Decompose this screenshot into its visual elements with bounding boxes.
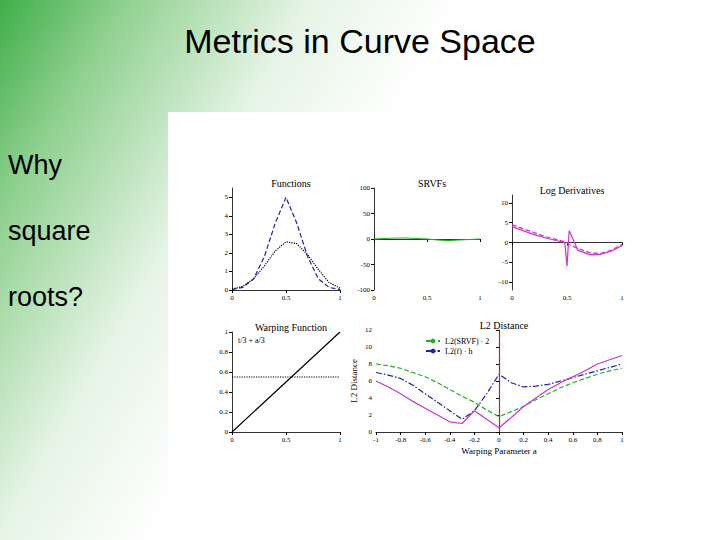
svg-text:8: 8 (369, 360, 373, 368)
svg-text:0.4: 0.4 (219, 388, 228, 396)
svg-text:10: 10 (501, 199, 509, 207)
svg-text:0.5: 0.5 (282, 294, 291, 302)
svg-text:Warping Parameter a: Warping Parameter a (461, 446, 537, 456)
svg-text:5: 5 (505, 219, 509, 227)
svg-text:2: 2 (225, 249, 229, 257)
svg-text:0.4: 0.4 (544, 436, 553, 444)
svg-text:6: 6 (369, 377, 373, 385)
svg-text:0: 0 (230, 436, 234, 444)
svg-text:4: 4 (369, 394, 373, 402)
svg-text:Log Derivatives: Log Derivatives (540, 185, 605, 196)
svg-text:-0.2: -0.2 (469, 436, 481, 444)
svg-text:12: 12 (365, 326, 373, 334)
svg-text:1: 1 (338, 436, 342, 444)
svg-text:Functions: Functions (271, 178, 311, 189)
svg-text:-5: -5 (502, 258, 508, 266)
svg-text:0.5: 0.5 (423, 294, 432, 302)
svg-text:-10: -10 (499, 278, 509, 286)
svg-text:0: 0 (497, 436, 501, 444)
svg-text:50: 50 (363, 210, 371, 218)
svg-text:0: 0 (225, 286, 229, 294)
svg-text:4: 4 (225, 212, 229, 220)
svg-text:10: 10 (365, 343, 373, 351)
svg-text:0: 0 (230, 294, 234, 302)
svg-text:L2 Distance: L2 Distance (349, 359, 359, 403)
svg-text:-50: -50 (361, 261, 371, 269)
svg-text:0.5: 0.5 (282, 436, 291, 444)
svg-text:5: 5 (225, 193, 229, 201)
svg-text:1: 1 (225, 267, 229, 275)
svg-text:1: 1 (620, 294, 624, 302)
svg-text:0.8: 0.8 (593, 436, 602, 444)
svg-text:0.2: 0.2 (219, 408, 228, 416)
svg-text:1: 1 (620, 436, 624, 444)
html-text:square: square (8, 216, 91, 246)
svg-text:-0.4: -0.4 (444, 436, 456, 444)
svg-text:100: 100 (360, 184, 371, 192)
svg-text:L2(SRVF) · 2: L2(SRVF) · 2 (445, 337, 489, 346)
svg-text:0.5: 0.5 (563, 294, 572, 302)
svg-text:0.6: 0.6 (568, 436, 577, 444)
svg-text:0: 0 (369, 428, 373, 436)
svg-text:1: 1 (338, 294, 342, 302)
svg-text:-100: -100 (357, 286, 370, 294)
svg-text:0.6: 0.6 (219, 368, 228, 376)
svg-text:0: 0 (367, 235, 371, 243)
svg-text:0: 0 (372, 294, 376, 302)
svg-text:L2(f) · h: L2(f) · h (445, 347, 473, 356)
svg-text:0.2: 0.2 (519, 436, 528, 444)
html-text:roots?: roots? (8, 282, 83, 312)
svg-text:0: 0 (505, 239, 509, 247)
svg-text:t/3 + a/3: t/3 + a/3 (238, 336, 265, 345)
svg-text:3: 3 (225, 230, 229, 238)
svg-text:1: 1 (225, 328, 229, 336)
svg-text:-1: -1 (373, 436, 379, 444)
svg-text:2: 2 (369, 411, 373, 419)
svg-text:SRVFs: SRVFs (418, 178, 446, 189)
html-text:Why: Why (8, 150, 62, 180)
svg-text:-0.8: -0.8 (395, 436, 407, 444)
svg-text:0.8: 0.8 (219, 348, 228, 356)
svg-text:-0.6: -0.6 (420, 436, 432, 444)
svg-text:1: 1 (478, 294, 482, 302)
svg-text:L2 Distance: L2 Distance (480, 320, 529, 331)
svg-text:Warping Function: Warping Function (255, 322, 327, 333)
html-text:Metrics in Curve Space: Metrics in Curve Space (184, 22, 536, 60)
svg-text:0: 0 (510, 294, 514, 302)
svg-text:0: 0 (225, 428, 229, 436)
